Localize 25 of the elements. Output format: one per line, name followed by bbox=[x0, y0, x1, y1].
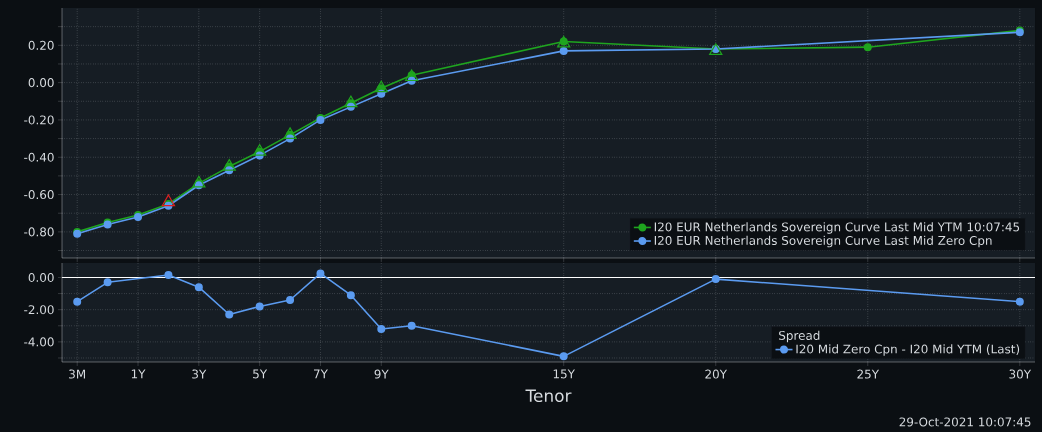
x-tick-label: 25Y bbox=[857, 369, 880, 379]
y-tick-label: 0.00 bbox=[28, 272, 54, 283]
y-tick-label: -2.00 bbox=[24, 305, 54, 315]
x-tick-label: 20Y bbox=[705, 369, 728, 379]
text: 29-Oct-2021 10:07:45 bbox=[899, 417, 1031, 427]
y-tick-label: 0.20 bbox=[28, 40, 54, 50]
legend-title: Spread bbox=[779, 330, 820, 343]
legend-label: I20 EUR Netherlands Sovereign Curve Last Mid Zero Cpn bbox=[654, 235, 992, 248]
x-tick-label: 15Y bbox=[553, 369, 575, 379]
x-tick-label: 9Y bbox=[374, 369, 389, 379]
x-tick-label: 30Y bbox=[1009, 369, 1032, 379]
legend-label: I20 Mid Zero Cpn - I20 Mid YTM (Last) bbox=[796, 344, 1020, 356]
y-tick-label: -0.80 bbox=[24, 227, 54, 237]
x-tick-label: 3Y bbox=[192, 369, 207, 379]
x-tick-label: 1Y bbox=[131, 369, 146, 379]
x-axis-title: Tenor bbox=[525, 389, 572, 403]
y-tick-label: -0.60 bbox=[24, 190, 54, 200]
y-tick-label: -0.40 bbox=[24, 152, 54, 162]
x-tick-label: 5Y bbox=[253, 369, 268, 379]
x-tick-label: 3M bbox=[69, 369, 85, 379]
legend-label: I20 EUR Netherlands Sovereign Curve Last Mid YTM 10:07:45 bbox=[654, 222, 1020, 234]
y-tick-label: -4.00 bbox=[24, 337, 54, 347]
y-tick-label: 0.00 bbox=[28, 78, 54, 88]
y-tick-label: -0.20 bbox=[24, 115, 54, 125]
x-tick-label: 7Y bbox=[313, 369, 328, 379]
